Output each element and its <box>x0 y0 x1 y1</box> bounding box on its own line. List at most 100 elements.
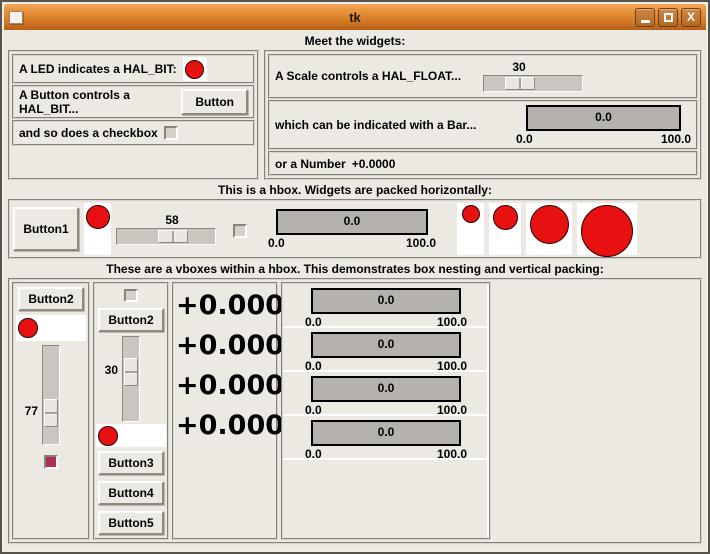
button2[interactable]: Button2 <box>98 307 164 332</box>
hbox-demo: Button1 58 0.0 0.0 100.0 <box>8 199 702 259</box>
number-display: +0.000 <box>176 290 285 321</box>
scale-row-label: A Scale controls a HAL_FLOAT... <box>275 69 462 84</box>
led-cell <box>526 203 572 255</box>
scale-value: 58 <box>165 213 179 227</box>
bar-min-label: 0.0 <box>268 235 285 250</box>
vbox-numbers: +0.000 +0.000 +0.000 +0.000 <box>172 282 285 540</box>
led-indicator-icon <box>98 425 118 446</box>
titlebar[interactable]: tk X <box>4 4 706 30</box>
led-cell <box>16 315 86 341</box>
number-display: +0.000 <box>176 330 285 361</box>
bar-value: 0.0 <box>311 420 461 446</box>
led-indicator-icon <box>581 205 633 257</box>
widgets-demo-right-panel: A Scale controls a HAL_FLOAT... 30 which… <box>264 50 702 180</box>
bar-value: 0.0 <box>311 288 461 314</box>
window-menu-icon[interactable] <box>9 10 23 24</box>
hal-bit-button[interactable]: Button <box>181 89 248 115</box>
bar-indicator: 0.0 0.0 100.0 <box>283 328 489 373</box>
scale-thumb[interactable] <box>124 357 138 386</box>
vbox1: Button2 77 <box>12 282 90 540</box>
vbox2-checkbox[interactable] <box>124 289 138 302</box>
button3[interactable]: Button3 <box>98 451 164 475</box>
vbox1-checkbox[interactable] <box>44 455 58 469</box>
hbox-scale: 58 <box>116 213 228 245</box>
number-row-label: or a Number <box>275 156 346 171</box>
scale-thumb[interactable] <box>158 230 188 243</box>
hal-bit-checkbox[interactable] <box>163 126 178 140</box>
vbox-bars: 0.0 0.0 100.0 0.0 0.0 100.0 0.0 <box>281 282 491 540</box>
bar-row-label: which can be indicated with a Bar... <box>275 118 477 133</box>
scale-trough[interactable] <box>42 345 60 445</box>
led-indicator-icon <box>461 205 480 223</box>
number-display: +0.000 <box>176 370 285 401</box>
button2[interactable]: Button2 <box>18 287 84 311</box>
bar-value: 0.0 <box>311 376 461 402</box>
hbox-checkbox[interactable] <box>233 224 247 238</box>
bar-min-label: 0.0 <box>516 131 533 146</box>
empty-area <box>494 282 698 540</box>
checkbox-row-label: and so does a checkbox <box>19 126 158 140</box>
led-row-label: A LED indicates a HAL_BIT: <box>19 62 177 76</box>
vbox2-scale: 30 <box>97 335 165 423</box>
minimize-icon <box>640 20 650 23</box>
vbox1-scale: 77 <box>16 345 86 445</box>
led-cell <box>457 203 484 255</box>
bar-max-label: 100.0 <box>436 315 467 329</box>
button1[interactable]: Button1 <box>13 207 79 251</box>
scale-thumb[interactable] <box>505 77 535 91</box>
hal-float-scale: 30 <box>483 60 583 93</box>
bar-value: 0.0 <box>276 208 428 235</box>
led-indicator-icon <box>492 205 518 230</box>
section3-header: These are a vboxes within a hbox. This d… <box>106 262 604 276</box>
section2-header: This is a hbox. Widgets are packed horiz… <box>218 183 492 197</box>
led-cell <box>577 203 637 257</box>
scale-thumb[interactable] <box>44 399 58 427</box>
maximize-button[interactable] <box>658 7 678 27</box>
bar-indicator: 0.0 0.0 100.0 <box>516 104 691 146</box>
bar-indicator: 0.0 0.0 100.0 <box>283 284 489 329</box>
nesting-demo-hbox: Button2 77 Button2 30 <box>8 278 702 544</box>
led-indicator-icon <box>18 318 38 338</box>
button5[interactable]: Button5 <box>98 511 164 535</box>
minimize-button[interactable] <box>635 7 655 27</box>
bar-indicator: 0.0 0.0 100.0 <box>283 416 489 461</box>
scale-trough[interactable] <box>116 228 216 245</box>
window-title: tk <box>349 9 361 25</box>
scale-value: 30 <box>512 60 526 75</box>
scale-trough[interactable] <box>483 75 583 93</box>
number-display: +0.000 <box>176 410 285 441</box>
button4[interactable]: Button4 <box>98 481 164 505</box>
button-row-label: A Button controls a HAL_BIT... <box>19 88 130 116</box>
bar-min-label: 0.0 <box>305 447 322 461</box>
close-button[interactable]: X <box>681 7 701 27</box>
led-indicator-icon <box>185 59 205 79</box>
led-indicator-icon <box>529 205 569 244</box>
bar-max-label: 100.0 <box>405 235 436 250</box>
bar-max-label: 100.0 <box>436 403 467 417</box>
widgets-demo-left-panel: A LED indicates a HAL_BIT: A Button cont… <box>8 50 259 180</box>
bar-min-label: 0.0 <box>305 403 322 417</box>
section1-header: Meet the widgets: <box>304 34 406 48</box>
bar-indicator: 0.0 0.0 100.0 <box>283 372 489 417</box>
bar-value: 0.0 <box>311 332 461 358</box>
bar-min-label: 0.0 <box>305 359 322 373</box>
close-icon: X <box>686 10 695 24</box>
scale-value: 77 <box>24 404 38 418</box>
bar-max-label: 100.0 <box>436 447 467 461</box>
vbox2: Button2 30 Button3 Button4 Button5 <box>93 282 169 540</box>
led-cell <box>84 203 111 255</box>
hbox-bar-indicator: 0.0 0.0 100.0 <box>252 208 452 250</box>
number-value: +0.0000 <box>351 156 396 171</box>
bar-value: 0.0 <box>526 104 681 131</box>
bar-min-label: 0.0 <box>305 315 322 329</box>
led-cell <box>489 203 521 255</box>
led-cell <box>182 57 207 81</box>
led-indicator-icon <box>85 205 110 229</box>
scale-value: 30 <box>104 362 118 377</box>
bar-max-label: 100.0 <box>660 131 691 146</box>
scale-trough[interactable] <box>122 335 140 423</box>
bar-max-label: 100.0 <box>436 359 467 373</box>
led-cell <box>96 424 166 447</box>
maximize-icon <box>663 12 673 22</box>
